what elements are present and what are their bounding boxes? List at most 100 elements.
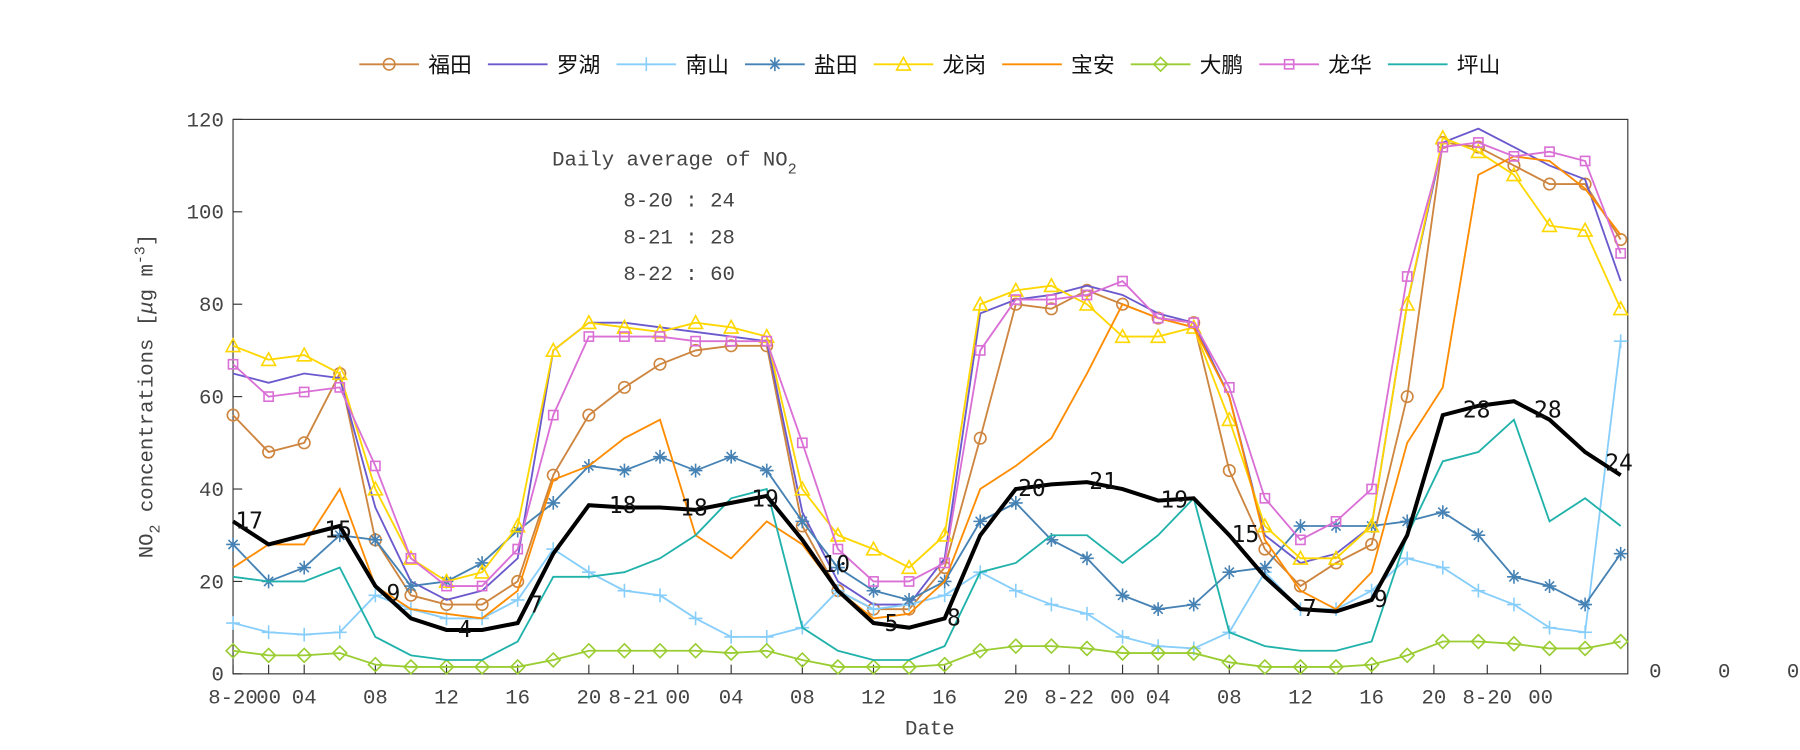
line bbox=[232, 640, 1621, 668]
marker bbox=[653, 357, 667, 371]
marker bbox=[547, 409, 559, 421]
legend-label: 南山 bbox=[685, 53, 729, 78]
marker bbox=[1114, 327, 1131, 344]
marker bbox=[902, 593, 916, 607]
marker bbox=[1009, 297, 1023, 311]
marker bbox=[1256, 658, 1273, 675]
marker bbox=[829, 658, 846, 675]
marker bbox=[639, 57, 654, 72]
y-tick-label: 60 bbox=[199, 388, 224, 411]
marker bbox=[1363, 656, 1380, 673]
marker bbox=[1505, 635, 1522, 652]
marker bbox=[1508, 150, 1520, 162]
marker bbox=[331, 364, 349, 381]
marker bbox=[1222, 565, 1237, 580]
right-label: 0 bbox=[1718, 661, 1730, 684]
marker bbox=[724, 339, 738, 353]
marker bbox=[262, 445, 276, 459]
marker bbox=[1471, 583, 1486, 598]
x-tick-label: 8-22 bbox=[1044, 688, 1094, 711]
marker bbox=[1471, 140, 1485, 154]
legend-label: 福田 bbox=[428, 53, 472, 78]
x-tick-label: 16 bbox=[932, 688, 957, 711]
average-label: 24 bbox=[1605, 451, 1633, 477]
marker bbox=[1470, 143, 1487, 159]
marker bbox=[1010, 294, 1022, 305]
marker bbox=[260, 351, 277, 367]
x-tick-label: 8-21 bbox=[609, 688, 659, 711]
x-tick-label: 08 bbox=[1217, 688, 1242, 711]
marker bbox=[1292, 658, 1309, 675]
marker bbox=[865, 540, 882, 556]
marker bbox=[368, 532, 383, 547]
marker bbox=[688, 611, 703, 626]
marker bbox=[973, 514, 988, 529]
x-tick-label: 00 bbox=[1110, 688, 1135, 711]
marker bbox=[1505, 166, 1523, 182]
marker bbox=[1400, 551, 1415, 566]
series bbox=[232, 127, 1622, 606]
marker bbox=[1363, 517, 1380, 533]
marker bbox=[1043, 277, 1060, 293]
marker bbox=[767, 57, 782, 72]
legend-item: 盐田 bbox=[745, 53, 858, 78]
marker bbox=[295, 346, 313, 362]
marker bbox=[653, 449, 667, 464]
x-tick-label: 08 bbox=[363, 688, 388, 711]
y-label-part: NO bbox=[137, 533, 160, 558]
marker bbox=[1078, 295, 1096, 311]
marker bbox=[1007, 638, 1024, 655]
line bbox=[232, 418, 1622, 661]
marker bbox=[1293, 519, 1308, 533]
line bbox=[232, 455, 1622, 611]
marker bbox=[1292, 549, 1309, 565]
marker bbox=[1615, 247, 1627, 259]
inset-title-sub: 2 bbox=[788, 162, 797, 178]
marker bbox=[334, 381, 346, 393]
marker bbox=[617, 380, 631, 394]
marker bbox=[224, 337, 242, 353]
marker bbox=[441, 580, 452, 592]
x-tick-label: 20 bbox=[1421, 688, 1446, 711]
series bbox=[232, 418, 1622, 661]
marker bbox=[1507, 569, 1521, 584]
marker bbox=[1542, 620, 1557, 635]
inset-line: 8-21 : 28 bbox=[623, 227, 735, 250]
series bbox=[226, 449, 1628, 617]
line bbox=[232, 141, 1622, 587]
y-tick-label: 80 bbox=[199, 295, 224, 318]
marker bbox=[263, 391, 275, 403]
marker bbox=[1541, 217, 1558, 233]
marker bbox=[1542, 579, 1557, 593]
marker bbox=[475, 556, 489, 570]
marker bbox=[1507, 597, 1521, 612]
marker bbox=[865, 658, 882, 675]
marker bbox=[226, 537, 240, 552]
marker bbox=[511, 574, 525, 588]
marker bbox=[1398, 295, 1416, 311]
legend-label: 罗湖 bbox=[557, 53, 601, 78]
marker bbox=[1221, 411, 1238, 427]
marker bbox=[260, 647, 277, 664]
marker bbox=[1152, 56, 1169, 73]
marker bbox=[1283, 58, 1295, 70]
marker bbox=[475, 598, 489, 612]
marker bbox=[402, 549, 420, 565]
x-tick-label: 12 bbox=[434, 688, 459, 711]
average-label: 4 bbox=[458, 617, 472, 643]
marker bbox=[654, 331, 666, 342]
marker bbox=[369, 460, 381, 472]
marker bbox=[1115, 630, 1130, 644]
legend-item: 龙岗 bbox=[873, 53, 986, 78]
marker bbox=[1186, 597, 1201, 612]
marker bbox=[1117, 275, 1128, 287]
marker bbox=[1295, 534, 1306, 546]
marker bbox=[1542, 177, 1557, 191]
marker bbox=[1152, 312, 1164, 324]
marker bbox=[510, 593, 525, 607]
average-label: 7 bbox=[529, 593, 543, 619]
x-tick-label: 12 bbox=[1288, 688, 1313, 711]
marker bbox=[1221, 654, 1238, 671]
marker bbox=[936, 656, 953, 673]
marker bbox=[866, 602, 881, 617]
